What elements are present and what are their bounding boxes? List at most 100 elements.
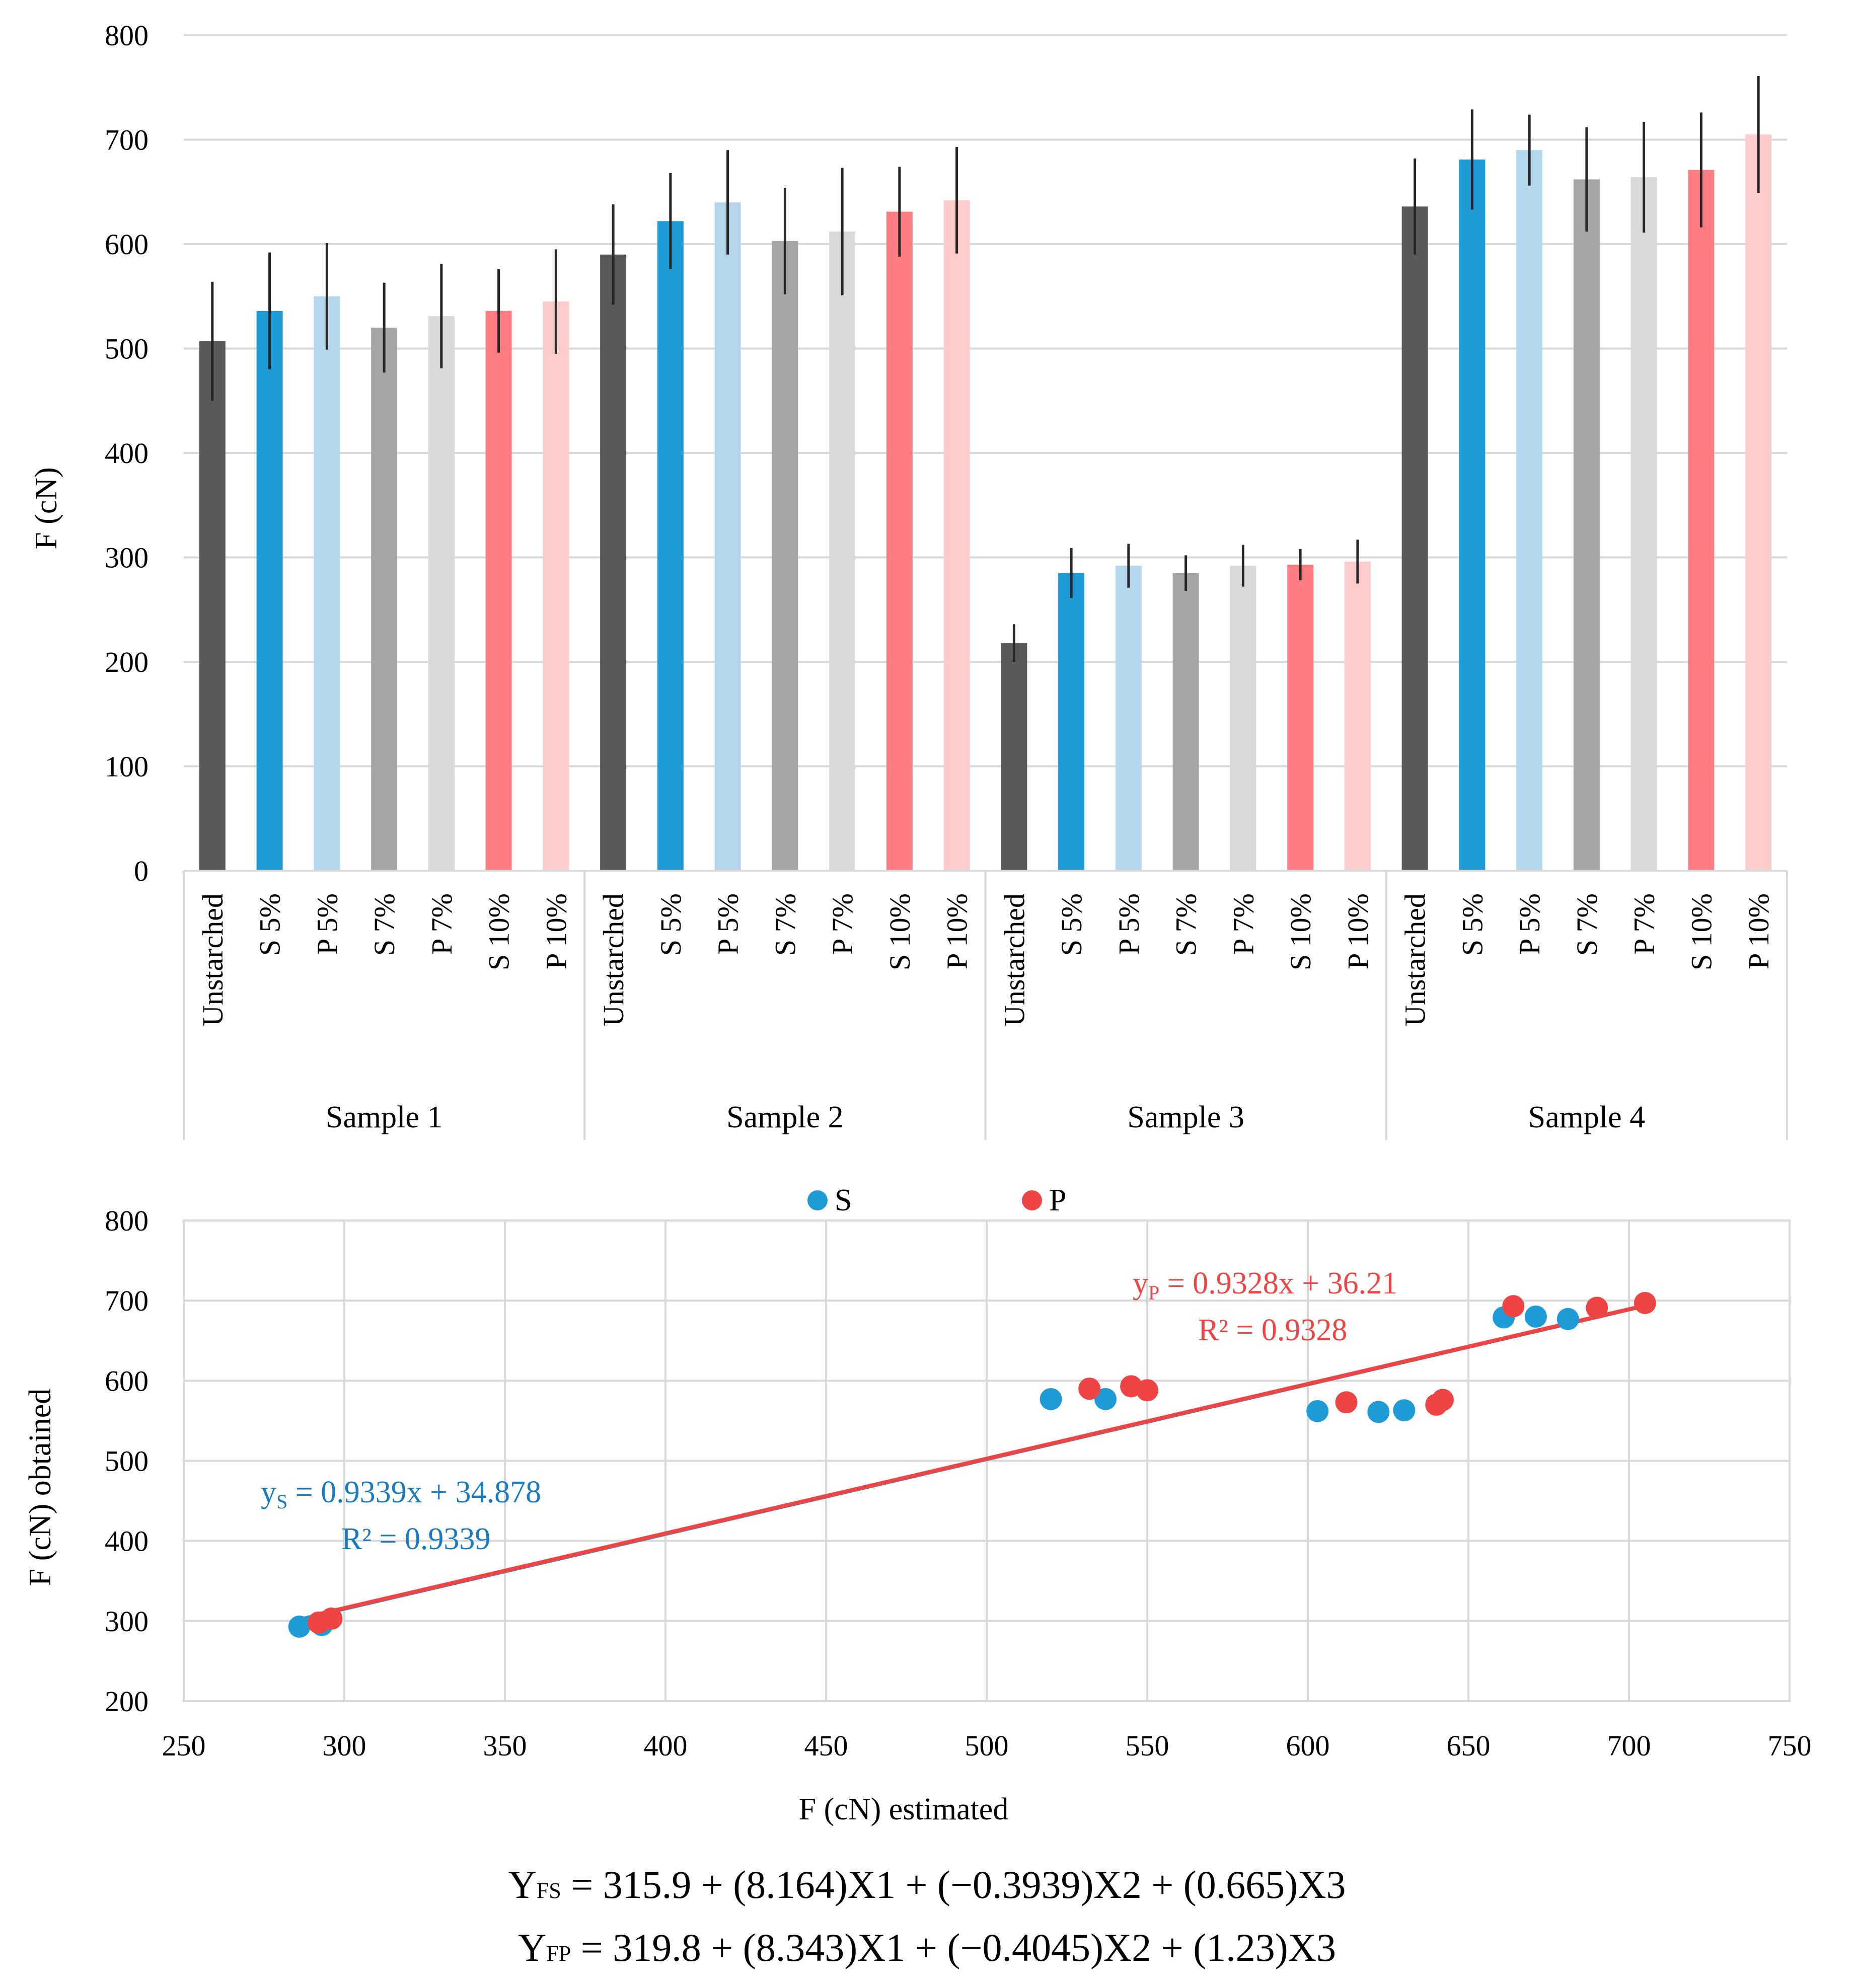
equation-fs-sub: FS — [536, 1878, 561, 1903]
bar-category-label: Unstarched — [597, 893, 630, 1026]
scatter-y-axis-title: F (cN) obtained — [23, 1389, 57, 1586]
scatter-y-tick-label: 200 — [105, 1685, 149, 1718]
bar — [314, 296, 340, 871]
bar-y-axis-title: F (cN) — [29, 467, 63, 550]
bar-category-label: S 10% — [1685, 893, 1718, 970]
bar-category-label: S 5% — [1456, 893, 1489, 956]
bar-y-tick-label: 100 — [105, 750, 149, 783]
trend-s-equation: = 0.9339x + 34.878 — [287, 1475, 541, 1509]
trend-s-y: y — [261, 1475, 276, 1509]
scatter-y-tick-labels: 200 300 400 500 600 700 800 — [105, 1204, 149, 1718]
bar — [485, 311, 512, 871]
bar-category-label: S 5% — [254, 893, 286, 956]
bar-category-label: Unstarched — [196, 893, 229, 1026]
bar-chart: 0 100 200 300 400 500 600 700 800 Unstarched S 5%… — [29, 19, 1788, 1140]
bar — [1001, 643, 1027, 871]
bar-category-label: P 7% — [425, 893, 458, 955]
bar-category-label: Unstarched — [998, 893, 1030, 1026]
bar-category-label: S 7% — [1170, 893, 1203, 956]
scatter-point-s — [1040, 1388, 1062, 1410]
bar — [714, 202, 741, 871]
scatter-trendlines — [299, 1304, 1646, 1622]
scatter-point-s — [1367, 1401, 1390, 1423]
scatter-x-tick-label: 300 — [323, 1729, 366, 1762]
bar-group-label: Sample 3 — [1127, 1100, 1244, 1134]
scatter-point-p — [1586, 1296, 1608, 1319]
scatter-point-p — [320, 1608, 343, 1630]
trend-p-r2: R² = 0.9328 — [1198, 1313, 1347, 1347]
scatter-legend: S P — [807, 1183, 1066, 1217]
scatter-x-tick-label: 700 — [1607, 1729, 1651, 1762]
scatter-y-tick-label: 600 — [105, 1364, 149, 1397]
bar-x-axis — [183, 870, 1788, 1140]
bar-y-tick-label: 300 — [105, 542, 149, 574]
bar-category-label: S 7% — [769, 893, 801, 956]
bar-gridlines — [184, 34, 1787, 872]
bar-y-tick-label: 800 — [105, 19, 149, 52]
trendline-p-label: yP = 0.9328x + 36.21 R² = 0.9328 — [1133, 1266, 1397, 1347]
bar — [1688, 170, 1715, 871]
equation-fs-y: Y — [508, 1863, 537, 1906]
scatter-point-p — [1431, 1389, 1454, 1411]
bar — [1516, 150, 1543, 871]
equation-fp-y: Y — [517, 1926, 547, 1969]
equation-fp-sub: FP — [546, 1941, 571, 1966]
scatter-y-tick-label: 300 — [105, 1605, 149, 1638]
bar — [1745, 134, 1772, 871]
bar — [600, 254, 627, 871]
bar-category-label: P 10% — [1342, 893, 1374, 969]
bar-category-label: S 5% — [654, 893, 687, 956]
scatter-y-tick-label: 400 — [105, 1525, 149, 1558]
scatter-point-s — [1556, 1308, 1579, 1330]
bar-y-tick-label: 700 — [105, 124, 149, 157]
scatter-x-tick-label: 650 — [1447, 1729, 1491, 1762]
bar-category-label: P 5% — [1113, 893, 1145, 955]
bar — [1573, 179, 1600, 871]
svg-text:yS = 0.9339x + 34.878: yS = 0.9339x + 34.878 — [261, 1475, 541, 1513]
bar-category-label: P 10% — [1742, 893, 1775, 969]
bar — [543, 301, 569, 871]
scatter-x-tick-labels: 250 300 350 400 450 500 550 600 650 700 750 — [162, 1729, 1812, 1762]
scatter-x-tick-label: 600 — [1286, 1729, 1330, 1762]
scatter-chart: 250 300 350 400 450 500 550 600 650 700 750 200 300… — [23, 1183, 1812, 1826]
bar — [1344, 561, 1371, 871]
bar — [1058, 573, 1085, 871]
bar-error-bars — [211, 75, 1760, 662]
bar-category-label: P 7% — [826, 893, 859, 955]
bar-category-label: Unstarched — [1399, 893, 1432, 1026]
bar-category-label: P 7% — [1227, 893, 1259, 955]
legend-s-label: S — [835, 1183, 852, 1217]
bar-y-tick-label: 200 — [105, 646, 149, 678]
bar — [1115, 566, 1142, 871]
scatter-point-p — [1136, 1379, 1158, 1402]
bar-group-label: Sample 1 — [326, 1100, 442, 1134]
legend-p-marker — [1022, 1190, 1042, 1210]
bar-category-label: P 5% — [311, 893, 343, 955]
bar — [1459, 159, 1486, 871]
bar-category-labels: Unstarched S 5% P 5% S 7% P 7% S 10% P 10% Unst… — [196, 893, 1775, 1026]
legend-p-label: P — [1049, 1183, 1066, 1217]
scatter-x-tick-label: 250 — [162, 1729, 206, 1762]
bar-category-label: P 10% — [941, 893, 974, 969]
bar-y-tick-label: 0 — [134, 855, 149, 887]
trendline-p — [318, 1304, 1646, 1617]
scatter-x-tick-label: 550 — [1126, 1729, 1169, 1762]
bar-group-label: Sample 2 — [726, 1100, 843, 1134]
bar-category-label: P 5% — [1513, 893, 1546, 955]
bar — [657, 221, 684, 871]
trend-p-y: y — [1133, 1266, 1148, 1301]
scatter-y-tick-label: 800 — [105, 1204, 149, 1237]
bar — [199, 341, 226, 871]
scatter-points — [288, 1291, 1656, 1638]
legend-s-marker — [807, 1190, 828, 1210]
bar-category-label: S 10% — [1284, 893, 1317, 970]
trendline-s-label: yS = 0.9339x + 34.878 R² = 0.9339 — [261, 1475, 541, 1556]
bar-category-label: S 5% — [1055, 893, 1088, 956]
scatter-point-p — [1634, 1291, 1656, 1314]
scatter-point-s — [288, 1615, 311, 1638]
trend-s-r2: R² = 0.9339 — [341, 1522, 490, 1556]
bar — [1401, 206, 1428, 871]
scatter-point-s — [1306, 1400, 1329, 1422]
bar — [943, 200, 970, 871]
bar — [829, 232, 856, 871]
